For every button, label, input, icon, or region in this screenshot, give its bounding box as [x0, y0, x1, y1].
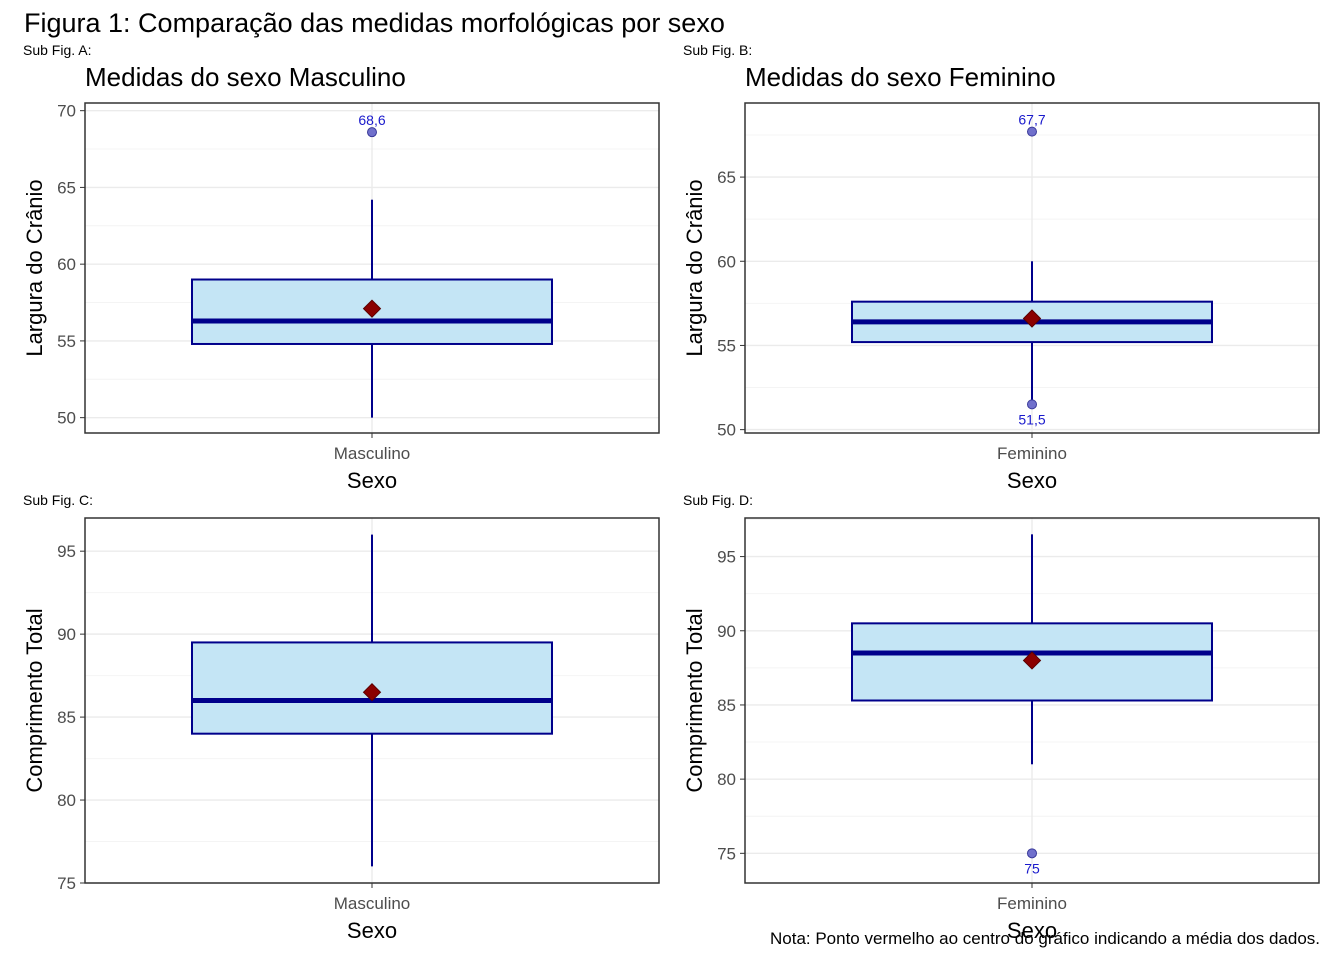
mean-point [1022, 651, 1042, 670]
y-tick-label: 85 [57, 708, 76, 727]
outlier-label: 68,6 [358, 112, 385, 128]
x-tick-label: Feminino [997, 444, 1067, 463]
y-tick-label: 80 [57, 791, 76, 810]
y-tick-label: 70 [57, 102, 76, 121]
y-tick-label: 90 [717, 622, 736, 641]
x-tick-label: Feminino [997, 894, 1067, 913]
x-axis-title: Sexo [347, 468, 397, 493]
y-tick-label: 65 [57, 178, 76, 197]
y-tick-label: 60 [57, 255, 76, 274]
panel-title: Medidas do sexo Feminino [745, 62, 1056, 92]
subfigure-c: Sub Fig. C: 75 80 85 90 95 Masculino Sexo Compri… [0, 490, 660, 943]
y-tick-label: 95 [57, 542, 76, 561]
y-tick-label: 55 [717, 336, 736, 355]
y-tick-label: 75 [717, 844, 736, 863]
chart-svg: Sub Fig. A: Medidas do sexo Masculino 50 55… [22, 42, 660, 493]
y-tick-label: 50 [717, 421, 736, 440]
y-tick-label: 60 [717, 252, 736, 271]
y-tick-label: 80 [717, 770, 736, 789]
subfigure-b: Sub Fig. B: Medidas do sexo Feminino 50 55 6… [660, 40, 1320, 493]
panel-title: Medidas do sexo Masculino [85, 62, 406, 92]
outlier-label: 51,5 [1018, 411, 1045, 427]
chart-svg: Sub Fig. C: 75 80 85 90 95 Masculino Sexo Compri… [22, 492, 660, 943]
y-axis-title: Largura do Crânio [682, 179, 707, 356]
outlier-point [1027, 399, 1037, 410]
y-tick-label: 50 [57, 409, 76, 428]
subfigure-tag: Sub Fig. B: [683, 42, 752, 58]
subfigure-a: Sub Fig. A: Medidas do sexo Masculino 50 55… [0, 40, 660, 493]
mean-point [362, 682, 382, 702]
mean-point [362, 299, 382, 318]
chart-svg: Sub Fig. B: Medidas do sexo Feminino 50 55 6… [682, 42, 1320, 493]
x-axis-title: Sexo [1007, 918, 1057, 943]
outlier-label: 75 [1024, 860, 1040, 876]
subfigure-tag: Sub Fig. D: [683, 492, 753, 508]
y-tick-label: 95 [717, 548, 736, 567]
outlier-point [1027, 848, 1037, 859]
y-tick-label: 90 [57, 625, 76, 644]
y-tick-label: 55 [57, 332, 76, 351]
y-tick-label: 75 [57, 874, 76, 893]
outlier-label: 67,7 [1018, 112, 1045, 128]
figure-title: Figura 1: Comparação das medidas morfoló… [24, 8, 725, 38]
x-axis-title: Sexo [347, 918, 397, 943]
y-tick-label: 65 [717, 168, 736, 187]
outlier-point [1027, 126, 1037, 137]
y-axis-title: Largura do Crânio [22, 179, 47, 356]
outlier-point [367, 127, 377, 138]
x-axis-title: Sexo [1007, 468, 1057, 493]
figure-note: Nota: Ponto vermelho ao centro do gráfic… [769, 929, 1320, 948]
mean-point [1022, 309, 1042, 328]
x-tick-label: Masculino [334, 894, 411, 913]
y-tick-label: 85 [717, 696, 736, 715]
y-axis-title: Comprimento Total [682, 608, 707, 792]
subfigure-tag: Sub Fig. C: [23, 492, 93, 508]
subfigure-tag: Sub Fig. A: [23, 42, 91, 58]
subfigure-d: Sub Fig. D: 75 80 85 90 95 75 Feminino Sexo Compr… [660, 490, 1320, 943]
x-tick-label: Masculino [334, 444, 411, 463]
chart-svg: Sub Fig. D: 75 80 85 90 95 75 Feminino Sexo Compr… [682, 492, 1320, 943]
y-axis-title: Comprimento Total [22, 608, 47, 792]
